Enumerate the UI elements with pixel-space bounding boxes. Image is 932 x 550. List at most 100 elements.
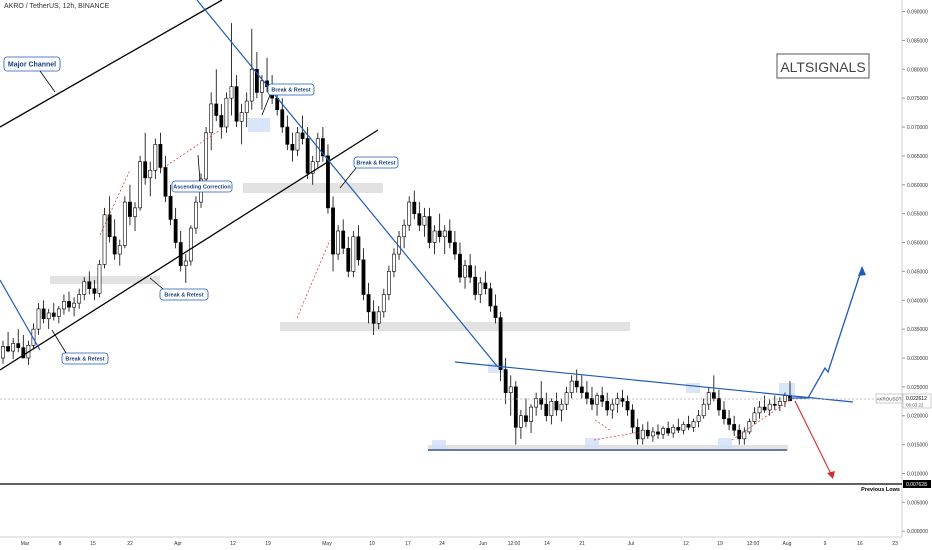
candle-body [392, 253, 396, 272]
annotation-break-retest-box [353, 156, 399, 169]
candle-body [468, 265, 473, 278]
candle-body [163, 167, 168, 197]
x-tick-label: 21 [579, 541, 585, 547]
y-tick-label: 0.045000 [907, 269, 928, 275]
bearish-arrowhead [827, 471, 835, 479]
candle-body [772, 403, 777, 406]
x-tick-label: 23 [892, 541, 898, 547]
candle-body [590, 398, 594, 405]
candle-body [747, 421, 752, 433]
candle-body [310, 161, 315, 174]
candle-body [117, 245, 122, 255]
candle-body [128, 201, 132, 217]
x-tick-label: May [322, 541, 332, 547]
candle-body [564, 392, 569, 405]
candle-body [513, 386, 518, 428]
candle-body [351, 236, 356, 272]
candle-body [559, 403, 564, 411]
annotation-break-retest-box [159, 288, 209, 301]
candle-body [407, 201, 412, 226]
candle-body [153, 144, 158, 171]
candle-body [579, 386, 584, 393]
candle-body [209, 103, 214, 134]
candle-body [574, 380, 579, 388]
candle-body [295, 132, 300, 151]
zone-rect [488, 363, 506, 373]
x-tick-label: 19 [717, 541, 723, 547]
candle-body [437, 230, 442, 238]
candle-body [173, 219, 178, 243]
zone-rect [718, 438, 732, 448]
candle-body [67, 301, 71, 308]
y-tick-label: 0.070000 [907, 125, 928, 131]
candle-body [666, 428, 671, 434]
candle-body [717, 398, 721, 411]
candle-body [122, 201, 127, 246]
x-tick-label: 12 [683, 541, 689, 547]
channel-upper-line [0, 0, 223, 128]
annotation-leader-line [339, 167, 357, 189]
candle-body [133, 207, 137, 217]
candle-body [82, 281, 87, 295]
candle-body [671, 426, 676, 434]
candle-body [188, 227, 193, 262]
candle-body [696, 415, 701, 422]
candle-body [168, 196, 173, 220]
candle-body [138, 161, 142, 209]
candle-body [254, 68, 259, 93]
candle-body [285, 126, 290, 145]
price-tag-box [902, 393, 932, 409]
x-tick-label: 19 [265, 541, 271, 547]
symbol-tag-box [875, 393, 903, 404]
watermark-box [776, 53, 870, 79]
candle-body [488, 288, 493, 307]
candle-body [539, 398, 544, 405]
candle-body [478, 282, 483, 295]
candle-body [417, 213, 422, 226]
candle-body [143, 161, 148, 179]
candle-body [600, 395, 605, 402]
y-tick-label: 0.085000 [907, 38, 928, 44]
annotation-break-retest: Break & Retest [356, 160, 395, 166]
candle-body [498, 317, 503, 370]
annotation-leader-line [197, 154, 201, 182]
candle-body [681, 424, 686, 431]
candle-body [300, 132, 305, 139]
candle-body [534, 398, 539, 408]
candle-body [625, 401, 630, 411]
annotation-break-retest-box [267, 83, 315, 96]
candle-body [783, 395, 787, 402]
candle-body [97, 264, 102, 294]
candle-body [508, 386, 513, 393]
correction-dashed-line [594, 419, 611, 431]
trendline-left [0, 279, 41, 351]
y-tick-label: 0.005000 [907, 500, 928, 506]
x-tick-label: 22 [127, 541, 133, 547]
y-tick-label: 0.015000 [907, 443, 928, 449]
candle-body [585, 392, 589, 399]
candle-body [595, 395, 599, 405]
candle-body [706, 392, 711, 405]
candle-body [483, 282, 488, 290]
candle-body [458, 253, 462, 278]
zone-rect [280, 322, 630, 331]
price-tag-value: 0.022612 [906, 396, 927, 402]
y-tick-label: 0.020000 [907, 414, 928, 420]
candle-body [777, 401, 782, 406]
y-tick-label: 0.010000 [907, 471, 928, 477]
y-tick-label: 0.055000 [907, 212, 928, 218]
candle-body [229, 86, 234, 99]
candle-body [234, 86, 239, 122]
annotation-break-retest: Break & Retest [271, 87, 310, 93]
candle-body [473, 276, 478, 295]
candle-body [158, 144, 163, 168]
bearish-projection-arrow [794, 400, 833, 477]
y-tick-label: 0.090000 [907, 10, 928, 16]
candle-body [691, 421, 696, 428]
candle-body [224, 97, 229, 128]
candle-body [31, 328, 36, 346]
candle-body [432, 230, 437, 243]
candle-body [686, 424, 691, 428]
candle-body [112, 236, 117, 255]
